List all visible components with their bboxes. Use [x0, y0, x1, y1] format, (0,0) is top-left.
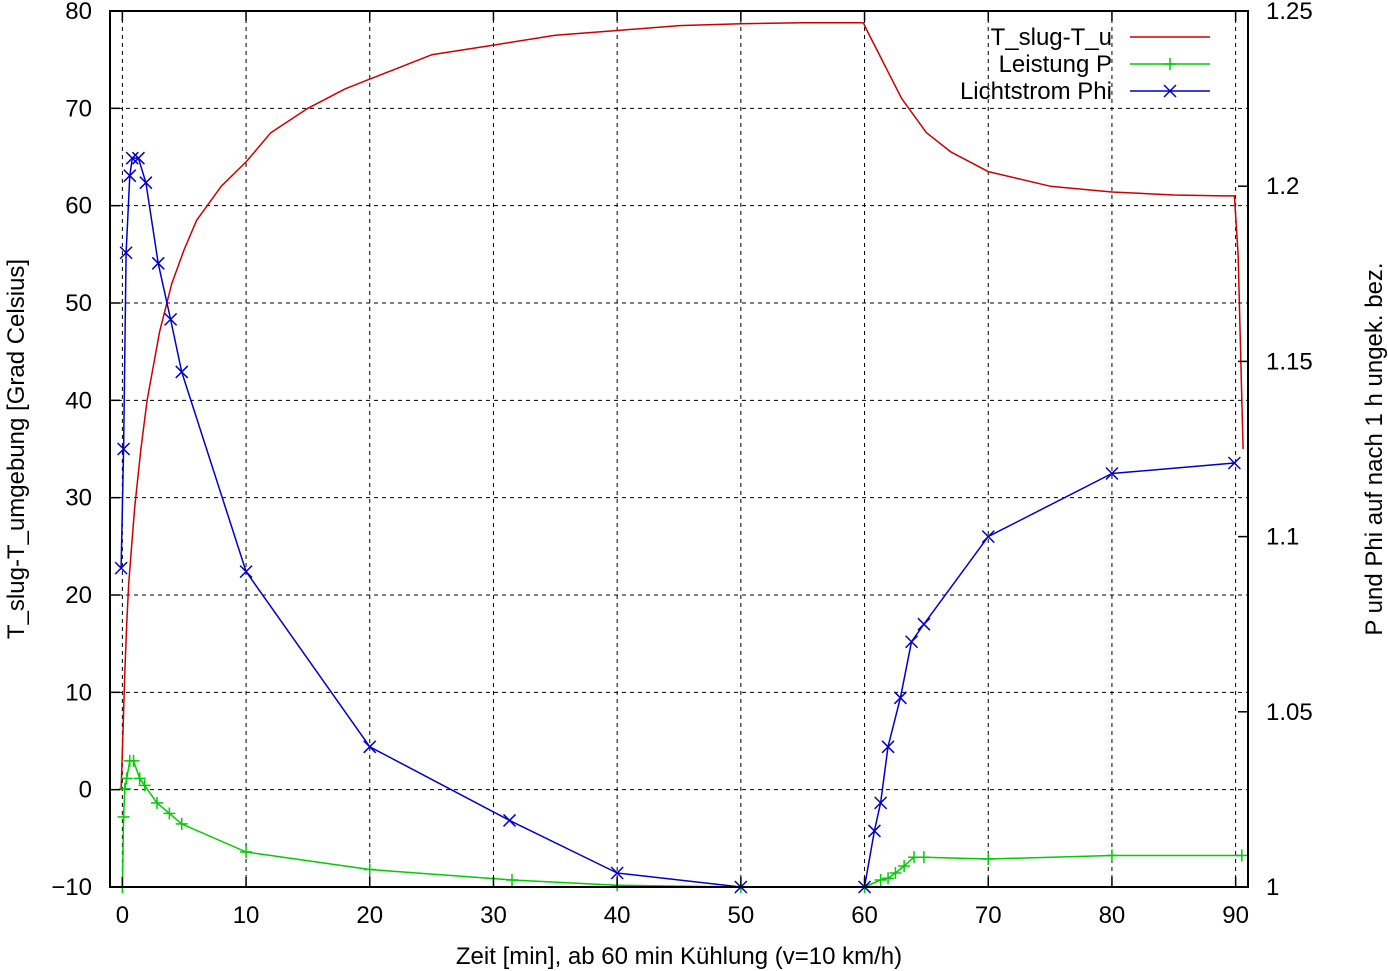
y-tick-label: 60: [65, 193, 92, 220]
data-point-marker: [503, 813, 517, 827]
ticks: [110, 10, 1248, 888]
data-point-marker: [119, 246, 133, 260]
data-point-marker: [123, 169, 137, 183]
y2-tick-label: 1.2: [1266, 173, 1299, 200]
y-tick-label: 50: [65, 290, 92, 317]
y2-tick-label: 1.1: [1266, 524, 1299, 551]
data-point-marker: [867, 824, 881, 838]
data-point-marker: [114, 561, 128, 575]
x-tick-label: 80: [1099, 902, 1126, 929]
y2-tick-label: 1: [1266, 874, 1279, 901]
y-tick-label: 30: [65, 485, 92, 512]
data-point-marker: [117, 442, 131, 456]
x-tick-label: 10: [233, 902, 260, 929]
data-point-marker: [239, 565, 253, 579]
y2-axis-title: P und Phi auf nach 1 h ungek. bez.: [1361, 262, 1388, 635]
x-tick-label: 20: [356, 902, 383, 929]
y2-tick-label: 1.05: [1266, 699, 1313, 726]
x-axis-title: Zeit [min], ab 60 min Kühlung (v=10 km/h…: [456, 943, 902, 970]
y-axis-title: T_slug-T_umgebung [Grad Celsius]: [3, 259, 30, 639]
legend-marker: [1163, 84, 1177, 98]
y2-tick-label: 1.25: [1266, 0, 1313, 25]
data-point-marker: [151, 256, 165, 270]
y-tick-label: 40: [65, 387, 92, 414]
x-tick-label: 0: [116, 902, 129, 929]
y-tick-label: 10: [65, 679, 92, 706]
x-tick-label: 50: [727, 902, 754, 929]
data-point-marker: [139, 176, 153, 190]
tick-labels: 0 10 20 30 40 50 60 70 80 90 −10 0 10 20 30 40 50 60 70 80 1…: [51, 0, 1312, 929]
y-tick-label: −10: [51, 874, 92, 901]
x-tick-label: 30: [480, 902, 507, 929]
legend-label: Lichtstrom Phi: [960, 78, 1112, 105]
data-point-marker: [1105, 466, 1119, 481]
data-point-marker: [125, 151, 139, 165]
data-point-marker: [917, 617, 931, 631]
series-line: [120, 21, 1244, 790]
x-tick-label: 90: [1222, 902, 1249, 929]
y-tick-label: 80: [65, 0, 92, 25]
y-tick-label: 20: [65, 582, 92, 609]
x-tick-label: 60: [851, 902, 878, 929]
data-point-marker: [610, 866, 624, 880]
y2-tick-label: 1.15: [1266, 348, 1313, 375]
data-point-marker: [893, 691, 907, 705]
y-tick-label: 70: [65, 95, 92, 122]
y-tick-label: 0: [79, 777, 92, 804]
series-1: [120, 21, 1244, 790]
data-point-marker: [905, 635, 919, 649]
x-tick-label: 70: [975, 902, 1002, 929]
data-point-marker: [874, 796, 888, 810]
data-point-marker: [164, 312, 178, 326]
data-point-marker: [1227, 456, 1241, 470]
data-point-marker: [175, 365, 189, 379]
series-3: [114, 151, 1241, 894]
data-point-marker: [363, 740, 377, 754]
data-point-marker: [881, 740, 895, 754]
data-point-marker: [131, 151, 145, 165]
plot-frame: [109, 10, 1249, 888]
legend-label: T_slug-T_u: [991, 24, 1112, 51]
data-point-marker: [981, 530, 995, 544]
legend-label: Leistung P: [999, 51, 1112, 78]
x-tick-label: 40: [604, 902, 631, 929]
